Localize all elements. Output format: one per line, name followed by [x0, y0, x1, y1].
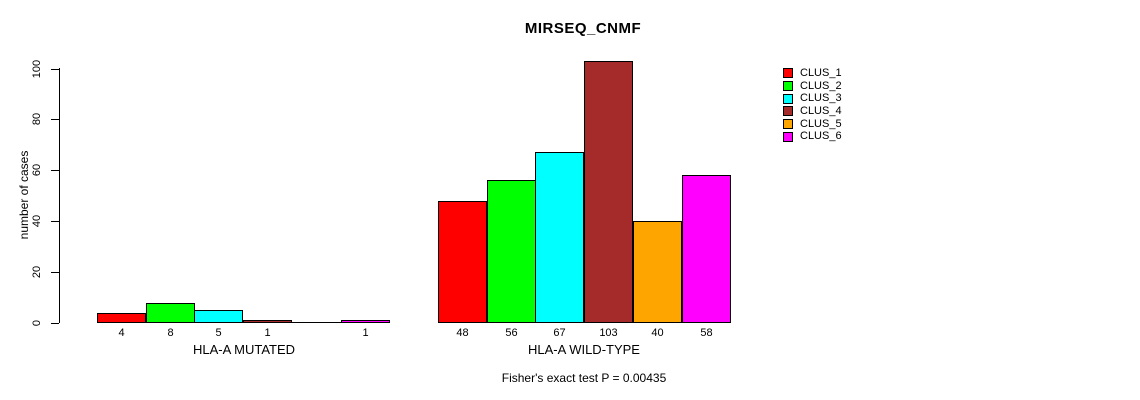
- legend-item-clus_5: CLUS_5: [783, 118, 842, 131]
- legend-swatch-icon: [783, 81, 793, 92]
- y-tick-label: 60: [31, 163, 43, 177]
- bar-clus_4: [584, 61, 633, 323]
- bar-clus_3: [535, 152, 584, 323]
- fisher-test-annotation: Fisher's exact test P = 0.00435: [501, 371, 667, 385]
- bar-value-label: 4: [118, 327, 125, 339]
- bar-clus_5: [292, 322, 341, 323]
- y-tick: [51, 323, 59, 324]
- y-tick-label: 0: [31, 319, 43, 327]
- bar-clus_6: [682, 175, 731, 323]
- bar-clus_3: [194, 310, 243, 323]
- y-axis-title: number of cases: [17, 150, 31, 240]
- group-label-mutated: HLA-A MUTATED: [192, 342, 296, 357]
- y-tick: [51, 221, 59, 222]
- bar-value-label: 56: [505, 327, 518, 339]
- bar-clus_4: [243, 320, 292, 323]
- group-label-wildtype: HLA-A WILD-TYPE: [528, 342, 640, 357]
- y-tick: [51, 170, 59, 171]
- legend-swatch-icon: [783, 68, 793, 79]
- y-tick-label: 100: [31, 59, 43, 79]
- y-axis-line: [59, 68, 60, 323]
- y-tick-label: 20: [31, 265, 43, 279]
- bar-clus_1: [97, 313, 146, 323]
- legend-swatch-icon: [783, 119, 793, 130]
- legend-label: CLUS_3: [800, 92, 842, 105]
- legend-item-clus_3: CLUS_3: [783, 92, 842, 105]
- bar-value-label: 48: [456, 327, 469, 339]
- bar-value-label: 103: [599, 327, 618, 339]
- bar-value-label: 67: [553, 327, 566, 339]
- bar-clus_2: [487, 180, 536, 323]
- legend-item-clus_2: CLUS_2: [783, 80, 842, 93]
- bar-clus_1: [438, 201, 487, 323]
- legend-swatch-icon: [783, 131, 793, 142]
- legend: CLUS_1 CLUS_2 CLUS_3 CLUS_4 CLUS_5 CLUS_6: [783, 67, 842, 143]
- bar-value-label: 40: [651, 327, 664, 339]
- y-tick: [51, 119, 59, 120]
- bar-clus_2: [146, 303, 195, 323]
- legend-label: CLUS_4: [800, 104, 842, 117]
- legend-label: CLUS_6: [800, 130, 842, 143]
- y-tick-label: 80: [31, 112, 43, 126]
- legend-label: CLUS_2: [800, 79, 842, 92]
- legend-swatch-icon: [783, 106, 793, 117]
- bar-value-label: 1: [362, 327, 369, 339]
- bar-value-label: 8: [167, 327, 174, 339]
- bar-value-label: 58: [700, 327, 713, 339]
- legend-item-clus_6: CLUS_6: [783, 130, 842, 143]
- y-tick: [51, 272, 59, 273]
- legend-label: CLUS_1: [800, 66, 842, 79]
- bar-clus_5: [633, 221, 682, 323]
- y-tick: [51, 69, 59, 70]
- legend-label: CLUS_5: [800, 117, 842, 130]
- bar-value-label: 5: [215, 327, 222, 339]
- legend-swatch-icon: [783, 93, 793, 104]
- bar-clus_6: [341, 320, 390, 323]
- bar-value-label: 1: [264, 327, 271, 339]
- y-tick-label: 40: [31, 214, 43, 228]
- chart-title: MIRSEQ_CNMF: [524, 20, 642, 37]
- legend-item-clus_1: CLUS_1: [783, 67, 842, 80]
- legend-item-clus_4: CLUS_4: [783, 105, 842, 118]
